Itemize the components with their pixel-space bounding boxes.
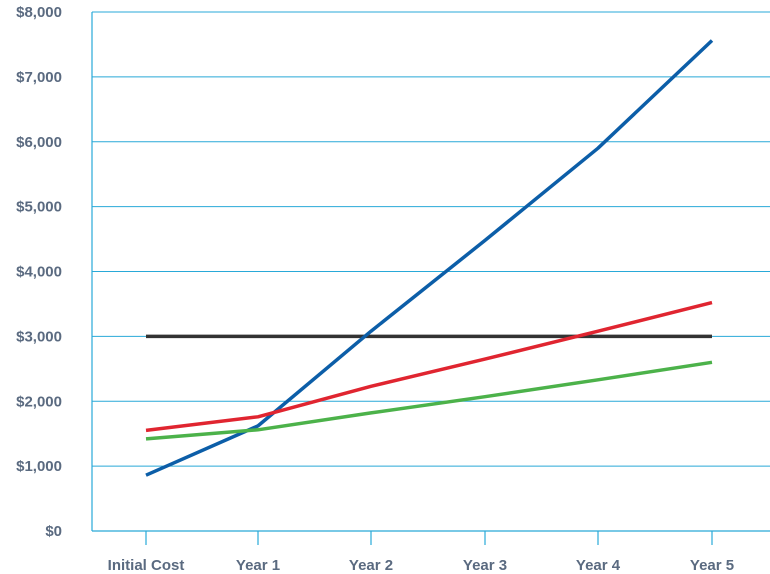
- x-tick-label: Year 1: [236, 557, 280, 574]
- y-tick-label: $6,000: [16, 134, 62, 151]
- y-tick-label: $1,000: [16, 458, 62, 475]
- series-line-4: [145, 360, 713, 441]
- x-tick-label: Year 2: [349, 557, 393, 574]
- y-tick-label: $4,000: [16, 264, 62, 281]
- x-tick-label: Initial Cost: [108, 557, 185, 574]
- y-tick-label: $5,000: [16, 199, 62, 216]
- y-tick-label: $8,000: [16, 4, 62, 21]
- x-axis-ticks: Initial Cost Year 1 Year 2 Year 3 Year 4 Year…: [108, 531, 734, 574]
- series-line-3: [145, 300, 713, 433]
- series-lines: [145, 39, 714, 477]
- axes: [91, 12, 770, 532]
- y-axis-tick-labels: $0 $1,000 $2,000 $3,000 $4,000 $5,000 $6,000 $7…: [16, 4, 62, 540]
- y-tick-label: $0: [45, 523, 62, 540]
- series-line-2: [145, 39, 714, 477]
- y-tick-label: $2,000: [16, 393, 62, 410]
- y-tick-label: $3,000: [16, 328, 62, 345]
- x-tick-label: Year 4: [576, 557, 621, 574]
- y-tick-label: $7,000: [16, 69, 62, 86]
- x-tick-label: Year 5: [690, 557, 734, 574]
- x-tick-label: Year 3: [463, 557, 507, 574]
